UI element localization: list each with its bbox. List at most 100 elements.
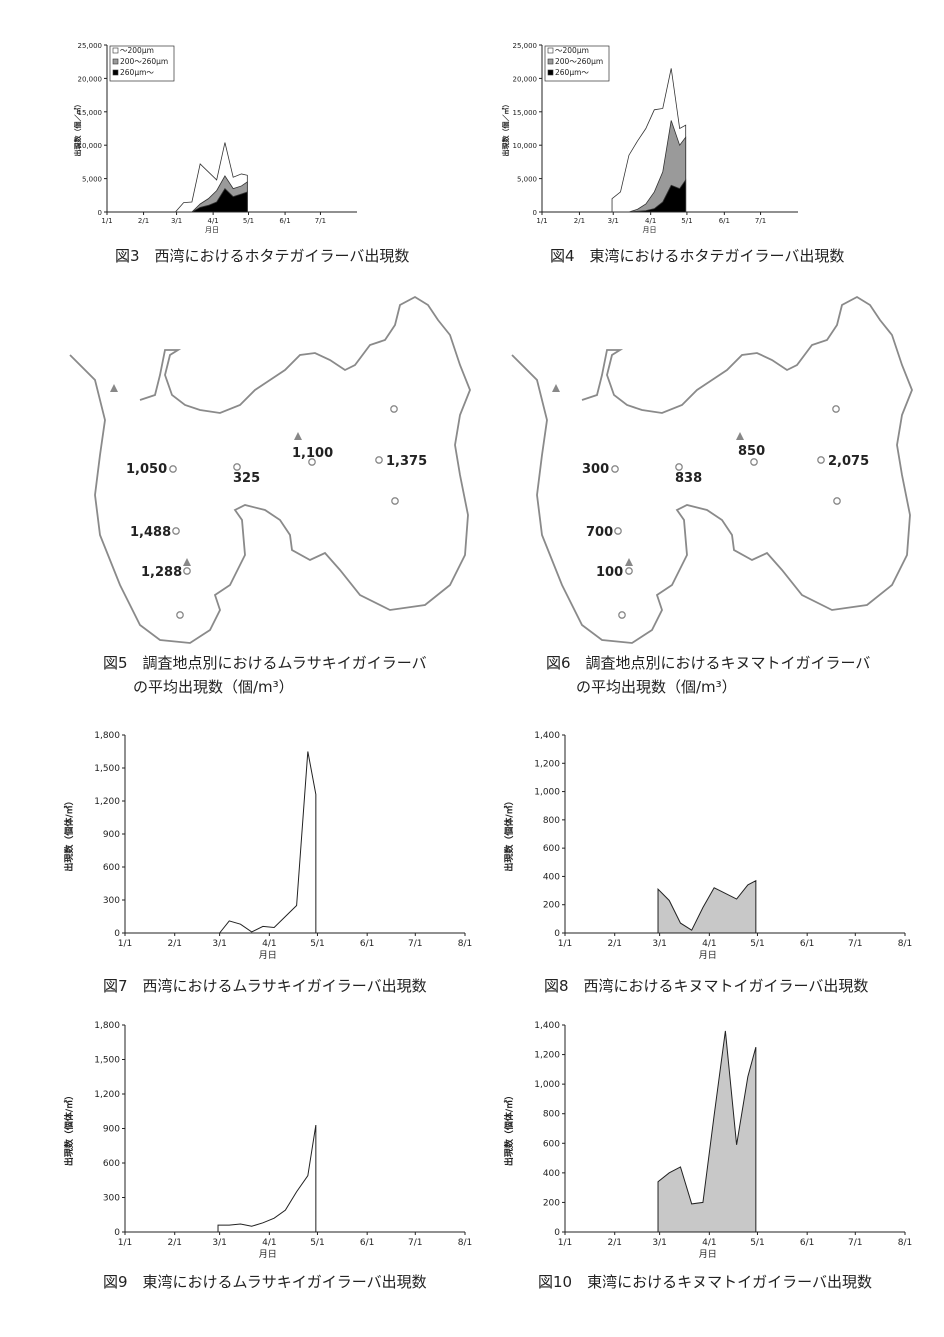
area-series (657, 879, 757, 934)
y-tick-label: 1,200 (534, 1051, 560, 1061)
x-tick-label: 6/1 (360, 1238, 374, 1248)
figure-10: 0 200 400 600 800 1,000 1,200 1,400 1/1 2/1 3/1 4/1… (500, 1015, 920, 1265)
figure-7-chart: 0 300 600 900 1,200 1,500 1,800 1/1 2/1 3/1 4/1 5/1… (63, 731, 472, 961)
y-tick-label: 10,000 (513, 142, 538, 150)
y-tick-label: 600 (543, 1139, 560, 1149)
y-tick-label: 1,800 (94, 731, 120, 741)
x-tick-label: 1/1 (558, 1238, 572, 1248)
station-circle (308, 458, 316, 466)
station-value: 850 (738, 444, 765, 459)
station-circle (750, 458, 758, 466)
y-tick-label: 600 (543, 844, 560, 854)
y-tick-label: 1,200 (94, 1090, 120, 1100)
y-axis-label: 出現数（個体/㎥） (63, 796, 75, 871)
legend-swatch (547, 69, 554, 76)
station-circle (618, 611, 626, 619)
x-tick-label: 5/1 (310, 1238, 324, 1248)
marker-triangle (552, 384, 560, 392)
y-tick-label: 0 (554, 1228, 560, 1238)
figure-5-map: 1,050 325 1,100 1,375 1,488 1,288 (60, 295, 480, 645)
marker-triangle (294, 432, 302, 440)
y-tick-label: 20,000 (78, 75, 103, 83)
marker-triangle (183, 558, 191, 566)
station-circle (817, 456, 825, 464)
figure-9: 0 300 600 900 1,200 1,500 1,800 1/1 2/1 3/1 4/1 5/1… (60, 1015, 480, 1265)
legend-label: ～200μm (120, 46, 154, 55)
x-tick-label: 1/1 (118, 939, 132, 949)
x-tick-label: 3/1 (171, 217, 182, 225)
figure-3-caption: 図3 西湾におけるホタテガイラーバ出現数 (115, 247, 410, 265)
figure-8: 0 200 400 600 800 1,000 1,200 1,400 1/1 2/1 3/1 4/1… (500, 725, 920, 970)
x-tick-label: 8/1 (458, 939, 472, 949)
figure-10-chart: 0 200 400 600 800 1,000 1,200 1,400 1/1 2/1 3/1 4/1… (503, 1021, 912, 1260)
station-circle (183, 567, 191, 575)
y-tick-label: 1,000 (534, 788, 560, 798)
figure-8-caption: 図8 西湾におけるキヌマトイガイラーバ出現数 (544, 977, 869, 995)
legend-label: 200～260μm (120, 57, 168, 66)
x-axis-label: 月日 (699, 950, 717, 961)
x-tick-label: 1/1 (101, 217, 112, 225)
x-axis-label: 月日 (643, 226, 657, 234)
legend-swatch (112, 58, 119, 65)
x-tick-label: 2/1 (607, 1238, 621, 1248)
station-circle (391, 497, 399, 505)
station-circle (611, 465, 619, 473)
marker-triangle (736, 432, 744, 440)
y-tick-label: 300 (103, 896, 120, 906)
area-series (217, 1124, 317, 1233)
station-circle (833, 497, 841, 505)
x-tick-label: 1/1 (118, 1238, 132, 1248)
figure-7-caption: 図7 西湾におけるムラサキイガイラーバ出現数 (103, 977, 427, 995)
figure-5-caption: 図5 調査地点別におけるムラサキイガイラーバ の平均出現数（個/m³） (103, 654, 427, 696)
x-tick-label: 7/1 (408, 1238, 422, 1248)
x-axis-label: 月日 (205, 226, 219, 234)
y-tick-label: 200 (543, 1198, 560, 1208)
y-tick-label: 25,000 (513, 42, 538, 50)
x-tick-label: 6/1 (279, 217, 290, 225)
map-west-bay-venus: 300 838 850 2,075 700 100 (511, 295, 913, 644)
x-tick-label: 8/1 (898, 939, 912, 949)
x-tick-label: 6/1 (360, 939, 374, 949)
station-value: 300 (582, 462, 609, 477)
y-tick-label: 0 (98, 209, 102, 217)
x-tick-label: 4/1 (207, 217, 218, 225)
marker-triangle (625, 558, 633, 566)
y-tick-label: 1,400 (534, 731, 560, 741)
x-tick-label: 7/1 (848, 1238, 862, 1248)
x-tick-label: 5/1 (681, 217, 692, 225)
x-tick-label: 4/1 (262, 939, 276, 949)
y-tick-label: 800 (543, 1110, 560, 1120)
station-value: 1,100 (292, 446, 333, 461)
y-tick-label: 1,200 (94, 797, 120, 807)
marker-triangle (110, 384, 118, 392)
area-3 (612, 178, 687, 213)
station-value: 100 (596, 565, 623, 580)
x-tick-label: 4/1 (702, 1238, 716, 1248)
x-tick-label: 5/1 (750, 1238, 764, 1248)
coastline (511, 295, 913, 644)
y-axis-label: 出現数（個体/㎥） (503, 796, 515, 871)
station-circle (169, 465, 177, 473)
station-value: 700 (586, 525, 613, 540)
y-tick-label: 1,400 (534, 1021, 560, 1031)
y-tick-label: 0 (114, 929, 120, 939)
station-value: 325 (233, 471, 260, 486)
y-tick-label: 1,500 (94, 764, 120, 774)
y-tick-label: 400 (543, 872, 560, 882)
station-circle (375, 456, 383, 464)
y-tick-label: 20,000 (513, 75, 538, 83)
x-tick-label: 5/1 (243, 217, 254, 225)
x-tick-label: 3/1 (212, 1238, 226, 1248)
y-tick-label: 15,000 (78, 109, 103, 117)
legend: ～200μm 200～260μm 260μm～ (544, 45, 610, 82)
legend-box (544, 45, 610, 82)
figure-8-chart: 0 200 400 600 800 1,000 1,200 1,400 1/1 2/1 3/1 4/1… (503, 731, 912, 961)
figure-4-caption: 図4 東湾におけるホタテガイラーバ出現数 (550, 247, 845, 265)
x-axis-label: 月日 (699, 1249, 717, 1260)
figure-3: 0 5,000 10,000 15,000 20,000 25,000 1/1 2/1 3/1 4… (72, 35, 372, 245)
legend-label: 200～260μm (555, 57, 603, 66)
station-circle (614, 527, 622, 535)
station-circle (390, 405, 398, 413)
legend-label: ～200μm (555, 46, 589, 55)
station-value: 1,288 (141, 565, 182, 580)
